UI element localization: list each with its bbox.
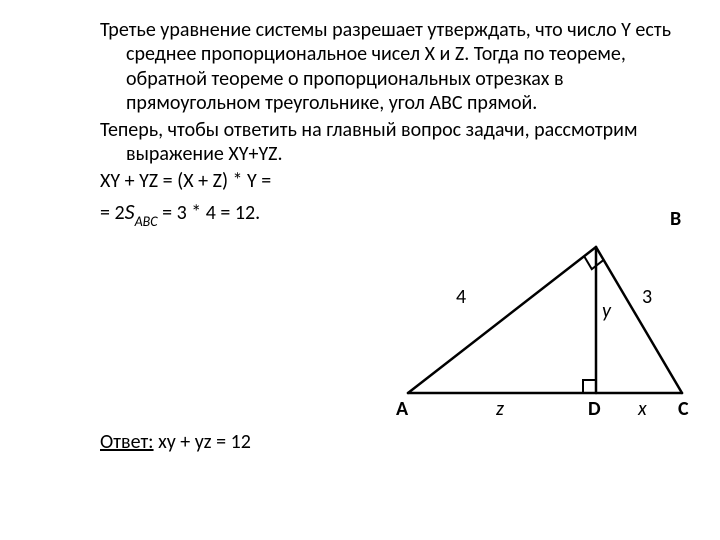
answer-value: xy + yz = 12 [154,430,251,454]
segment-label-x: x [638,397,647,421]
paragraph-2: Теперь, чтобы ответить на главный вопрос… [100,118,692,167]
answer-line: Ответ: xy + yz = 12 [100,430,692,454]
area-symbol: S [125,198,135,225]
triangle-svg [390,225,700,425]
equation-line-1: XY + YZ = (X + Z) * Y = [100,168,692,195]
answer-label: Ответ: [100,430,154,454]
segment-label-z: z [496,397,504,421]
vertex-label-c: C [678,397,689,421]
side-label-4: 4 [456,285,466,309]
area-subscript: ABC [135,213,158,230]
paragraph-1: Третье уравнение системы разрешает утвер… [100,18,692,116]
vertex-label-d: D [588,397,601,421]
vertex-label-b: B [670,207,681,231]
altitude-label-y: y [602,299,611,323]
side-label-3: 3 [642,285,652,309]
triangle-diagram: A B C D 4 3 y z x [390,225,700,425]
eq2-suffix: = 3 * 4 = 12. [158,201,261,225]
vertex-label-a: A [396,397,408,421]
eq2-prefix: = 2 [100,201,125,225]
